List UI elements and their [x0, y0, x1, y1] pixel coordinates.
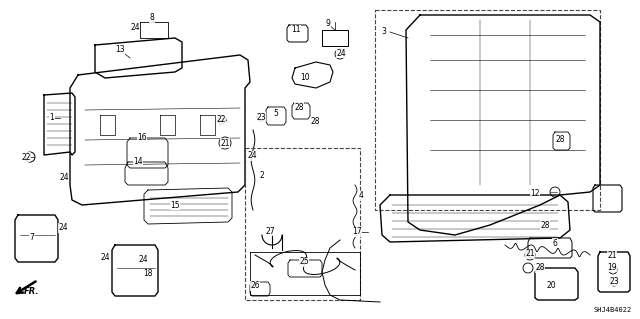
Text: 5: 5 — [273, 108, 278, 117]
Text: 28: 28 — [540, 220, 550, 229]
Bar — [375, 10, 600, 210]
Text: 21: 21 — [607, 250, 617, 259]
Text: 16: 16 — [137, 133, 147, 143]
Text: 28: 28 — [294, 102, 304, 112]
Text: 21: 21 — [220, 138, 230, 147]
Text: 7: 7 — [29, 233, 35, 241]
Text: 24: 24 — [130, 24, 140, 33]
Text: 19: 19 — [607, 263, 617, 271]
Text: 10: 10 — [300, 73, 310, 83]
Text: 24: 24 — [59, 174, 69, 182]
Text: 20: 20 — [546, 280, 556, 290]
Text: 2: 2 — [260, 172, 264, 181]
Text: 24: 24 — [336, 48, 346, 57]
Text: 24: 24 — [138, 256, 148, 264]
Text: 17: 17 — [352, 227, 362, 236]
Text: 14: 14 — [133, 158, 143, 167]
Text: 15: 15 — [170, 201, 180, 210]
Text: 24: 24 — [247, 152, 257, 160]
Text: 26: 26 — [250, 281, 260, 291]
Text: 23: 23 — [609, 277, 619, 286]
Text: 6: 6 — [552, 239, 557, 248]
Text: 18: 18 — [143, 270, 153, 278]
Bar — [245, 148, 360, 300]
Text: SHJ4B4022: SHJ4B4022 — [594, 307, 632, 313]
Text: 13: 13 — [115, 46, 125, 55]
Text: 27: 27 — [265, 226, 275, 235]
Text: 3: 3 — [381, 27, 387, 36]
Text: 22: 22 — [21, 152, 31, 161]
Text: 22: 22 — [216, 115, 226, 124]
Text: 28: 28 — [535, 263, 545, 272]
Text: 25: 25 — [299, 257, 309, 266]
Text: 21: 21 — [525, 249, 535, 258]
Text: 11: 11 — [291, 26, 301, 34]
Text: 24: 24 — [100, 253, 110, 262]
Text: FR.: FR. — [24, 286, 40, 295]
Text: 4: 4 — [358, 191, 364, 201]
Text: 28: 28 — [310, 117, 320, 127]
Text: 12: 12 — [531, 189, 540, 198]
Text: 9: 9 — [326, 19, 330, 28]
Text: 8: 8 — [150, 13, 154, 23]
Text: 28: 28 — [556, 136, 564, 145]
Text: 1: 1 — [50, 114, 54, 122]
Text: 24: 24 — [58, 224, 68, 233]
Text: 23: 23 — [256, 113, 266, 122]
